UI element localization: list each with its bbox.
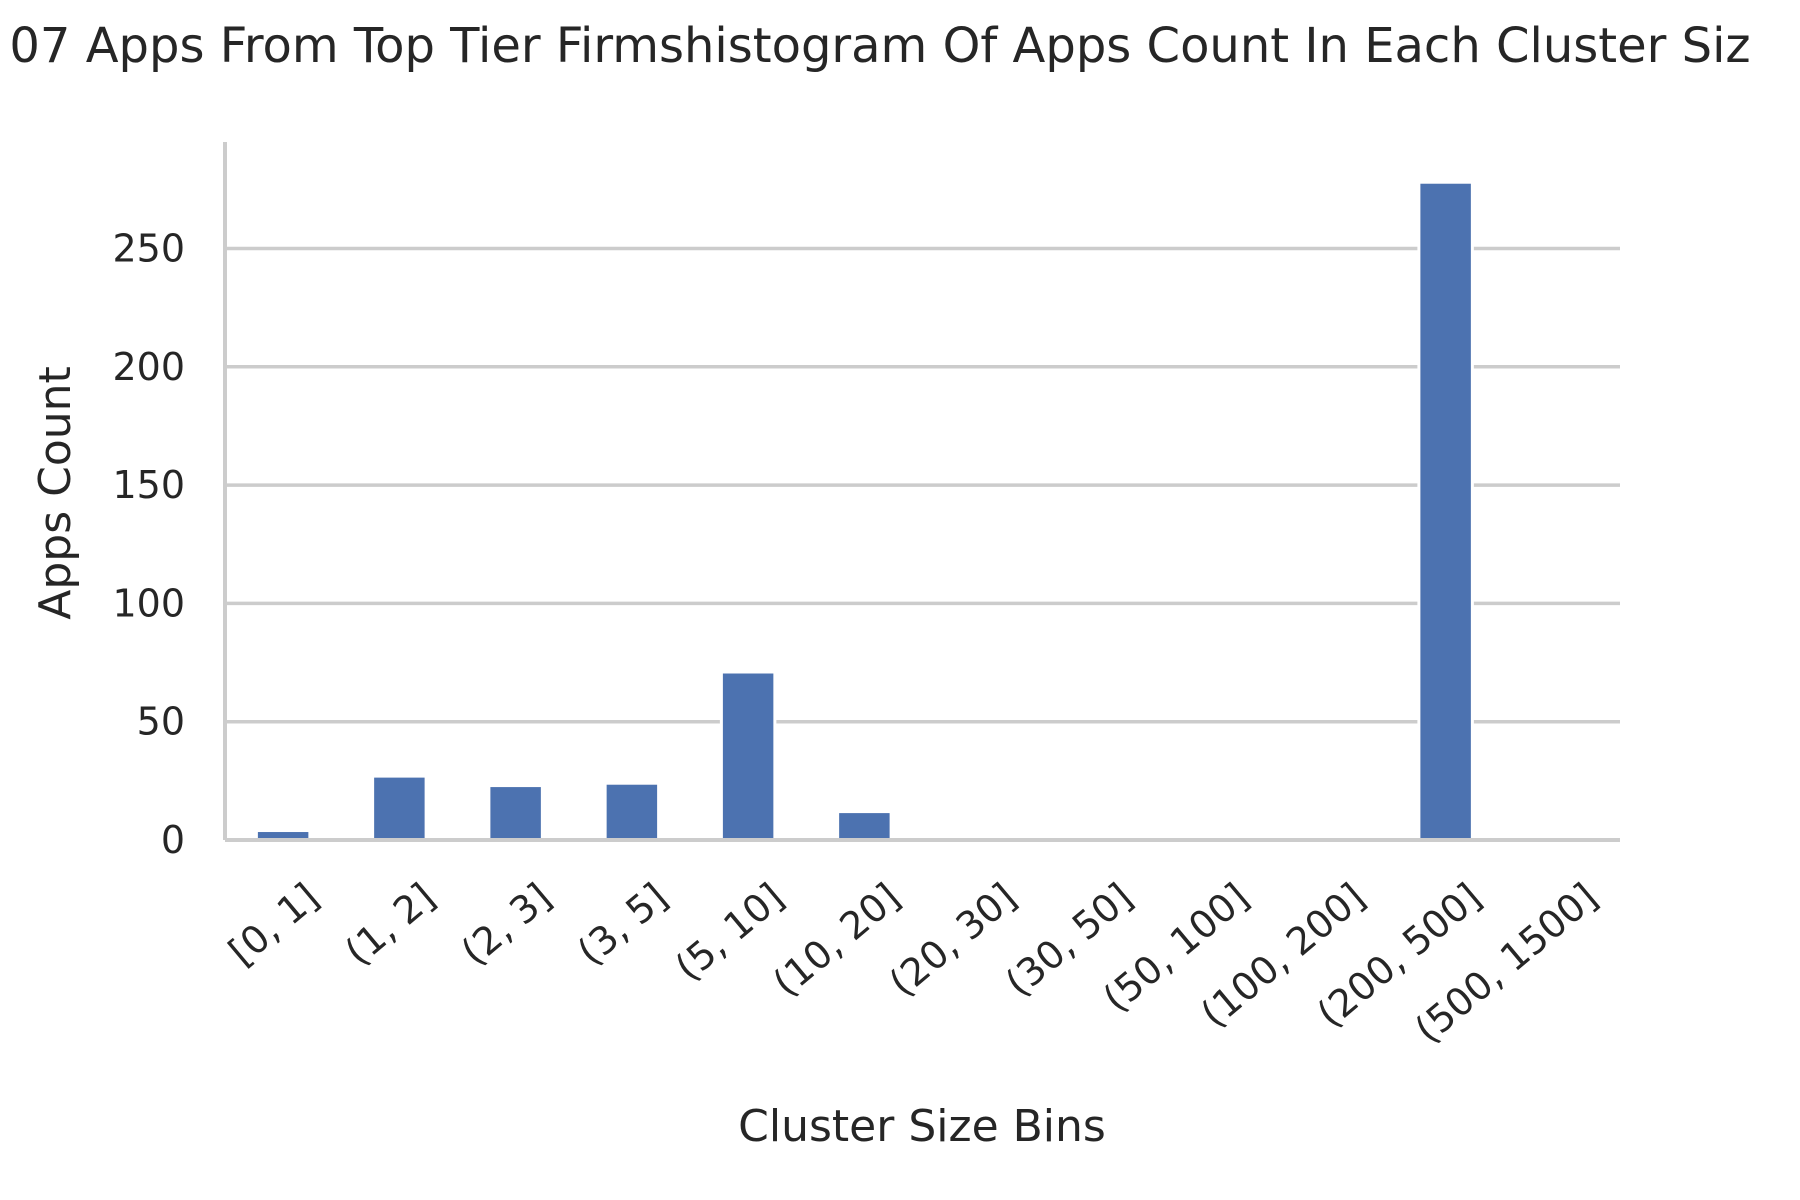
y-tick-label: 0 bbox=[161, 818, 185, 862]
bar bbox=[487, 784, 544, 842]
bar bbox=[603, 781, 661, 842]
bar bbox=[719, 670, 777, 842]
axes bbox=[223, 142, 1620, 842]
y-tick-label: 200 bbox=[112, 345, 185, 389]
x-tick-label: (2, 3] bbox=[453, 875, 560, 974]
chart-title: 07 Apps From Top Tier Firmshistogram Of … bbox=[9, 18, 1750, 74]
bar bbox=[836, 810, 893, 842]
y-axis-title: Apps Count bbox=[30, 366, 81, 620]
y-tick-label: 50 bbox=[137, 700, 185, 744]
x-axis-title: Cluster Size Bins bbox=[738, 1101, 1106, 1152]
x-tick-label: [0, 1] bbox=[220, 875, 327, 974]
x-tick-labels: [0, 1] (1, 2] (2, 3] (3, 5](5, 10](10, 20](… bbox=[220, 875, 1605, 1052]
y-tick-label: 150 bbox=[112, 463, 185, 507]
grid-lines bbox=[225, 246, 1620, 724]
y-tick-labels: 0 50 100 150 200 250 bbox=[112, 226, 185, 862]
x-tick-label: (3, 5] bbox=[569, 875, 676, 974]
bar bbox=[371, 774, 428, 842]
bars bbox=[254, 180, 1474, 842]
bar bbox=[1417, 180, 1474, 842]
y-tick-label: 100 bbox=[112, 581, 185, 625]
y-tick-label: 250 bbox=[112, 226, 185, 270]
x-tick-label: (1, 2] bbox=[337, 875, 444, 974]
x-tick-label: (10, 20] bbox=[765, 875, 909, 1005]
x-tick-label: (20, 30] bbox=[881, 875, 1025, 1005]
